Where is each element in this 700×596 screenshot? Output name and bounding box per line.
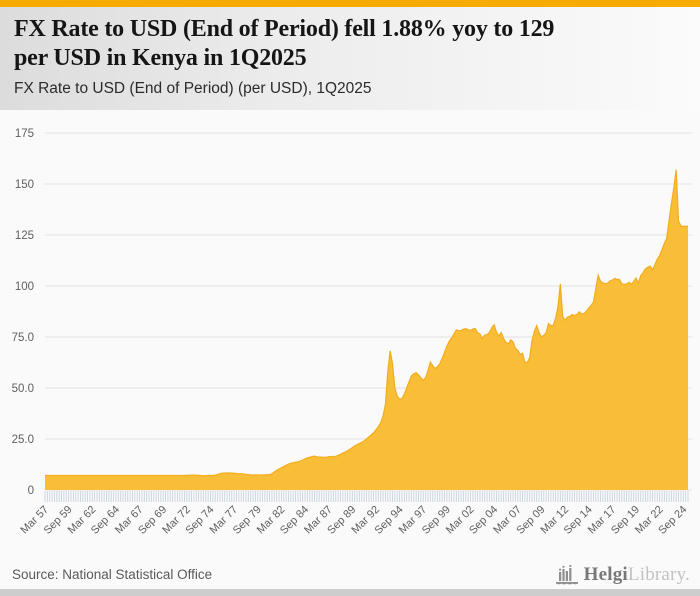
- y-axis-tick-label: 150: [15, 179, 34, 191]
- area-series-fill: [45, 169, 688, 490]
- area-series-line: [45, 169, 689, 477]
- y-axis-tick-label: 50.0: [12, 383, 34, 395]
- bottom-strip: [0, 589, 700, 596]
- title-line-2: per USD in Kenya in 1Q2025: [14, 44, 307, 71]
- y-axis-tick-label: 100: [15, 281, 34, 293]
- accent-top-bar: [0, 0, 700, 7]
- chart-header: FX Rate to USD (End of Period) fell 1.88…: [0, 7, 700, 110]
- chart-area: 0 25.0 50.0 75.0 100 125 150 175 Mar 57 Sep 59 Mar…: [0, 110, 700, 560]
- logo-library: Library.: [627, 563, 690, 585]
- logo-wordmark: HelgiLibrary.: [584, 564, 690, 586]
- y-axis-tick-label: 25.0: [12, 434, 34, 446]
- y-axis-tick-label: 125: [15, 230, 34, 242]
- chart-subtitle: FX Rate to USD (End of Period) (per USD)…: [14, 79, 372, 97]
- y-axis-tick-label: 175: [15, 128, 34, 140]
- page-title: FX Rate to USD (End of Period) fell 1.88…: [14, 15, 684, 73]
- helgilibrary-logo-icon: [555, 564, 578, 584]
- chart-footer: Source: National Statistical Office Helg…: [0, 560, 700, 589]
- helgilibrary-logo: HelgiLibrary.: [555, 564, 690, 586]
- logo-helgi: Helgi: [583, 563, 628, 585]
- source-note: Source: National Statistical Office: [12, 567, 213, 582]
- title-line-1: FX Rate to USD (End of Period) fell 1.88…: [14, 16, 555, 42]
- y-axis-tick-label: 75.0: [12, 332, 34, 344]
- y-axis-tick-label: 0: [28, 485, 34, 497]
